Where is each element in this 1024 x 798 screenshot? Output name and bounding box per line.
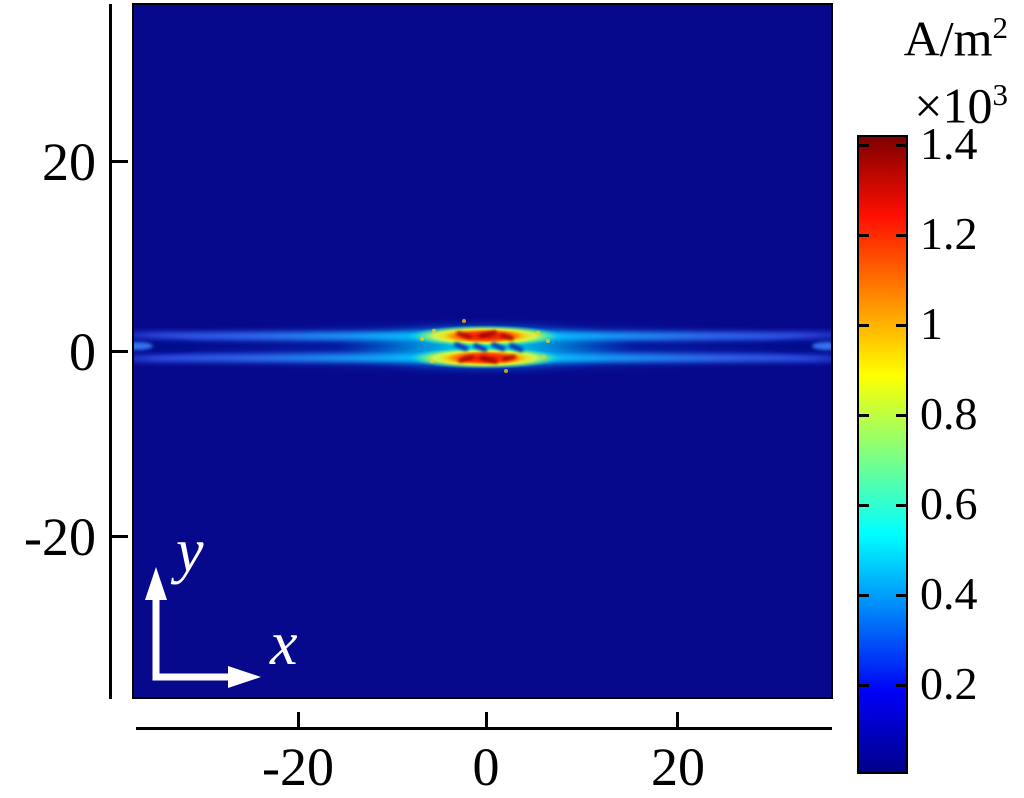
x-axis-line [136, 727, 832, 730]
x-axis-tick [297, 712, 300, 727]
colorbar-tick [896, 504, 906, 507]
y-arrow-head-icon [145, 567, 167, 600]
colorbar-tick [859, 324, 869, 327]
colorbar-tick [896, 684, 906, 687]
current-density-heatmap: y x [134, 5, 831, 697]
colorbar-tick-label: 1 [920, 298, 943, 349]
left-edge-pinch [134, 338, 194, 354]
coordinate-axes-annotation [145, 567, 261, 688]
right-edge-tip [812, 342, 831, 350]
x-tick-label: -20 [262, 737, 334, 797]
colorbar-tick-label: 0.2 [920, 658, 978, 709]
y-tick-label: 0 [69, 322, 96, 382]
colorbar-scale: ×103 [914, 76, 1008, 134]
colorbar-tick [859, 234, 869, 237]
y-tick-label: 20 [42, 132, 96, 192]
left-edge-tip [134, 342, 153, 350]
colorbar-tick-label: 0.4 [920, 568, 978, 619]
colorbar-tick [859, 414, 869, 417]
colorbar [857, 135, 908, 774]
x-tick-label: 0 [472, 737, 500, 797]
colorbar-tick [896, 414, 906, 417]
colorbar-tick-label: 0.8 [920, 388, 978, 439]
y-axis-line [109, 4, 112, 699]
core-speckle-dashes [456, 330, 516, 364]
x-axis-tick [676, 712, 679, 727]
colorbar-tick [859, 144, 869, 147]
colorbar-unit: A/m2 [903, 10, 1008, 67]
x-axis-tick [485, 712, 488, 727]
colorbar-tick [859, 684, 869, 687]
colorbar-tick-label: 1.2 [920, 208, 978, 259]
x-arrow-head-icon [228, 666, 261, 688]
right-edge-pinch [771, 338, 831, 354]
inset-y-label: y [170, 517, 204, 585]
colorbar-tick [896, 324, 906, 327]
y-axis-tick [112, 535, 128, 538]
colorbar-tick [896, 234, 906, 237]
colorbar-tick [859, 504, 869, 507]
colorbar-tick [859, 594, 869, 597]
plot-area: y x [132, 3, 833, 699]
inset-x-label: x [269, 610, 298, 678]
colorbar-tick-label: 0.6 [920, 478, 978, 529]
colorbar-tick-label: 1.4 [920, 118, 978, 169]
x-tick-label: 20 [651, 737, 705, 797]
y-axis-tick [112, 350, 128, 353]
colorbar-header: A/m2 ×103 [904, 0, 1008, 133]
gap-zigzag-dashes [454, 341, 524, 353]
y-tick-label: -20 [24, 507, 96, 567]
y-axis-tick [112, 160, 128, 163]
colorbar-tick [896, 144, 906, 147]
colorbar-tick [896, 594, 906, 597]
halo-speckles [420, 319, 550, 373]
